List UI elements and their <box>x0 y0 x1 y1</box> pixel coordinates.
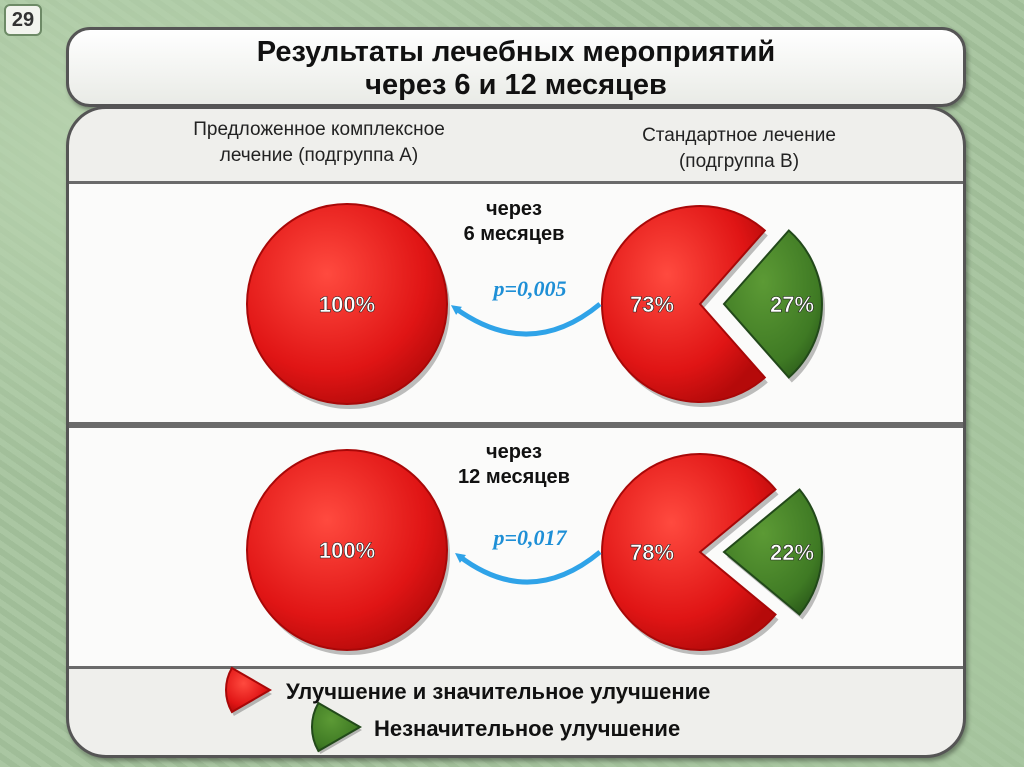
title-box: Результаты лечебных мероприятий через 6 … <box>66 27 966 107</box>
group-b-line-2: (подгруппа В) <box>678 151 800 172</box>
pie-b-slice-minor <box>722 488 823 616</box>
pie-a-slice-improvement <box>246 203 448 405</box>
period-label-6: через 6 месяцев <box>444 197 584 247</box>
p-value-label: p=0,005 <box>491 276 566 301</box>
pie-b-label-improvement: 78% <box>630 540 674 565</box>
pie-b-label-improvement: 73% <box>630 292 674 317</box>
slide-number: 29 <box>4 4 42 36</box>
column-header-group-b: Стандартное лечение (подгруппа В) <box>589 123 889 175</box>
title-line-1: Результаты лечебных мероприятий <box>256 36 776 68</box>
group-a-line-2: лечение (подгруппа А) <box>219 145 419 166</box>
pie-b-slice-improvement <box>601 453 777 651</box>
legend-red-wedge-icon <box>225 666 272 714</box>
comparison-arrow <box>455 550 602 585</box>
p-value-label: p=0,017 <box>491 525 567 550</box>
content-panel: Предложенное комплексное лечение (подгру… <box>66 106 966 758</box>
column-header-group-a: Предложенное комплексное лечение (подгру… <box>149 117 489 169</box>
period-12-line-1: через <box>485 441 542 463</box>
period-6-line-1: через <box>485 198 542 220</box>
period-label-12: через 12 месяцев <box>434 440 594 490</box>
pie-a-slice-improvement <box>246 449 448 651</box>
legend-minor-label: Незначительное улучшение <box>374 716 681 741</box>
title-line-2: через 6 и 12 месяцев <box>365 69 667 101</box>
pie-b-slice-improvement <box>601 205 767 403</box>
pie-a-label: 100% <box>319 292 375 317</box>
legend-green-wedge-icon <box>311 701 363 753</box>
pie-b-slice-minor <box>722 229 823 379</box>
pie-b-label-minor: 27% <box>770 292 814 317</box>
period-12-line-2: 12 месяцев <box>458 466 570 488</box>
group-a-line-1: Предложенное комплексное <box>193 119 445 140</box>
comparison-arrow <box>450 302 602 337</box>
group-b-line-1: Стандартное лечение <box>642 125 836 146</box>
pie-b-label-minor: 22% <box>770 540 814 565</box>
period-6-line-2: 6 месяцев <box>463 223 565 245</box>
pie-a-label: 100% <box>319 538 375 563</box>
legend-improvement-label: Улучшение и значительное улучшение <box>286 679 711 704</box>
